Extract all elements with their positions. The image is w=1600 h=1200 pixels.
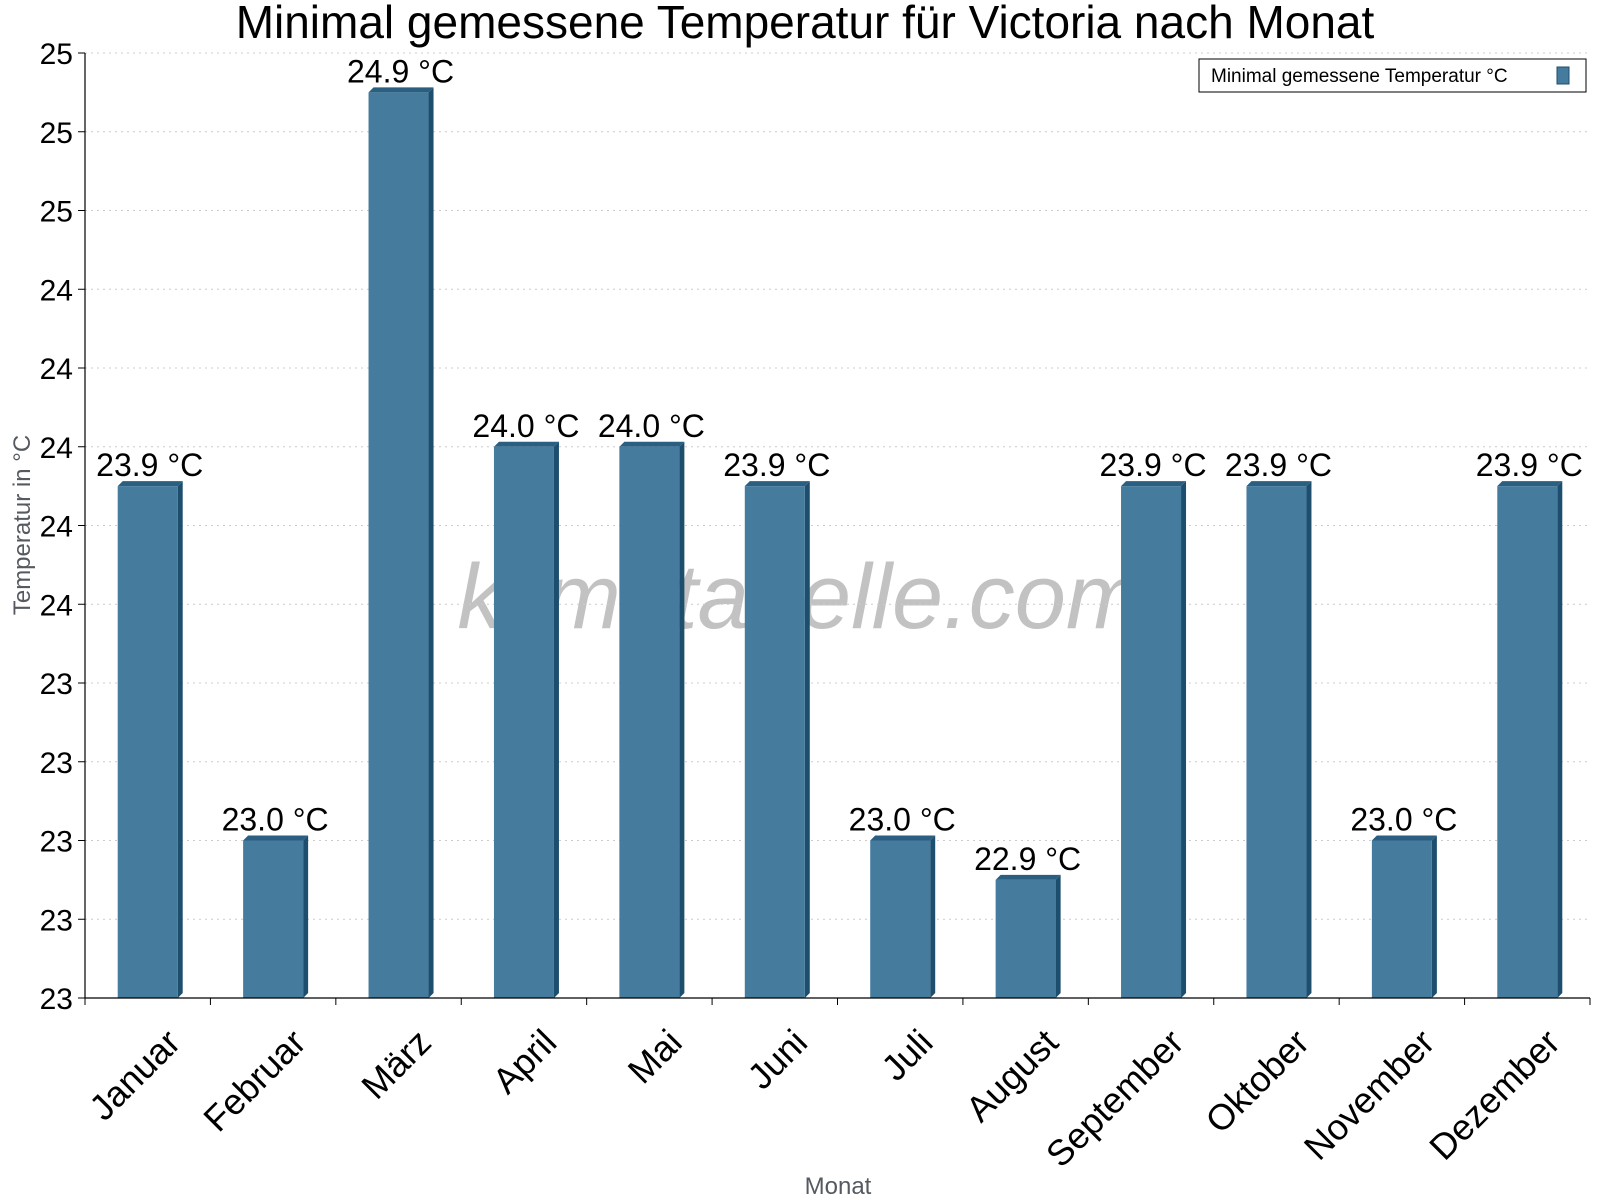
bar-side xyxy=(428,87,434,998)
legend: Minimal gemessene Temperatur °C xyxy=(1198,58,1587,93)
y-tick-label: 23 xyxy=(40,668,73,701)
bar-face xyxy=(368,92,429,998)
bar-side xyxy=(679,441,685,998)
x-tick-label: Januar xyxy=(81,1021,188,1128)
bar-top xyxy=(368,87,434,93)
y-tick-label: 23 xyxy=(40,983,73,1016)
chart-title: Minimal gemessene Temperatur für Victori… xyxy=(236,0,1375,48)
y-tick-label: 25 xyxy=(40,38,73,71)
y-tick-label: 24 xyxy=(40,432,73,465)
x-tick-label: September xyxy=(1038,1021,1192,1175)
bar-face xyxy=(744,486,805,998)
x-tick-label: April xyxy=(484,1021,564,1101)
bar-side xyxy=(303,835,309,998)
data-label: 23.9 °C xyxy=(96,447,203,483)
bar-top xyxy=(117,481,183,487)
y-tick-label: 23 xyxy=(40,826,73,859)
bar-mai xyxy=(619,441,685,998)
x-tick-label: Februar xyxy=(195,1021,313,1139)
bar-side xyxy=(804,481,810,998)
data-label: 24.9 °C xyxy=(347,53,454,89)
legend-swatch xyxy=(1556,66,1570,85)
y-tick-label: 24 xyxy=(40,511,73,544)
bar-märz xyxy=(368,87,434,998)
bars xyxy=(117,87,1563,998)
y-tick-label: 23 xyxy=(40,747,73,780)
bar-april xyxy=(493,441,559,998)
legend-label: Minimal gemessene Temperatur °C xyxy=(1211,66,1508,87)
data-label: 23.0 °C xyxy=(1350,802,1457,838)
bar-top xyxy=(744,481,810,487)
data-label: 24.0 °C xyxy=(472,408,579,444)
bar-face xyxy=(493,446,554,998)
y-tick-label: 25 xyxy=(40,117,73,150)
data-label: 23.9 °C xyxy=(1225,447,1332,483)
x-tick-label: Dezember xyxy=(1421,1021,1567,1167)
y-tick-label: 24 xyxy=(40,353,73,386)
x-tick-label: November xyxy=(1296,1021,1442,1167)
bar-face xyxy=(1121,486,1182,998)
bar-face xyxy=(870,840,931,998)
bar-august xyxy=(995,874,1061,998)
y-tick-labels: 23 23 23 23 23 24 24 24 24 24 25 25 25 xyxy=(40,38,85,1016)
x-tick-labels: Januar Februar März April Mai Juni Juli AugustS… xyxy=(81,998,1591,1175)
bar-face xyxy=(117,486,178,998)
data-label: 23.9 °C xyxy=(1100,447,1207,483)
data-label: 22.9 °C xyxy=(974,841,1081,877)
grid-lines xyxy=(85,52,1590,920)
bar-side xyxy=(1181,481,1187,998)
bar-side xyxy=(1306,481,1312,998)
bar-top xyxy=(870,835,936,841)
bar-top xyxy=(243,835,309,841)
y-axis-label: Temperatur in °C xyxy=(9,435,36,615)
bar-face xyxy=(995,879,1056,998)
bar-november xyxy=(1371,835,1437,998)
x-tick-label: Juli xyxy=(873,1021,940,1088)
bar-top xyxy=(1497,481,1563,487)
bar-juni xyxy=(744,481,810,998)
x-tick-label: März xyxy=(353,1021,439,1107)
bar-side xyxy=(553,441,559,998)
bar-top xyxy=(1371,835,1437,841)
bar-face xyxy=(619,446,680,998)
bar-top xyxy=(619,441,685,447)
bar-top xyxy=(493,441,559,447)
y-tick-label: 24 xyxy=(40,589,73,622)
bar-top xyxy=(995,874,1061,880)
bar-top xyxy=(1246,481,1312,487)
bar-face xyxy=(1497,486,1558,998)
x-tick-label: Juni xyxy=(739,1021,815,1097)
data-label: 23.0 °C xyxy=(849,802,956,838)
data-labels: 23.9 °C 23.0 °C 24.9 °C 24.0 °C 24.0 °C 23.9 … xyxy=(96,53,1583,877)
y-tick-label: 24 xyxy=(40,274,73,307)
data-label: 23.9 °C xyxy=(1476,447,1583,483)
bar-top xyxy=(1121,481,1187,487)
x-axis-label: Monat xyxy=(805,1173,872,1200)
data-label: 24.0 °C xyxy=(598,408,705,444)
bar-juli xyxy=(870,835,936,998)
y-tick-label: 25 xyxy=(40,196,73,229)
bar-face xyxy=(243,840,304,998)
bar-side xyxy=(1557,481,1563,998)
y-tick-label: 23 xyxy=(40,904,73,937)
bar-oktober xyxy=(1246,481,1312,998)
bar-september xyxy=(1121,481,1187,998)
bar-februar xyxy=(243,835,309,998)
bar-face xyxy=(1246,486,1307,998)
legend-box xyxy=(1198,58,1587,93)
x-tick-label: Mai xyxy=(620,1021,690,1091)
bar-face xyxy=(1371,840,1432,998)
bar-side xyxy=(177,481,183,998)
x-tick-label: August xyxy=(958,1021,1066,1129)
data-label: 23.0 °C xyxy=(222,802,329,838)
bar-side xyxy=(1055,874,1061,998)
bar-side xyxy=(930,835,936,998)
bar-side xyxy=(1431,835,1437,998)
bar-januar xyxy=(117,481,183,998)
x-tick-label: Oktober xyxy=(1197,1021,1317,1141)
bar-dezember xyxy=(1497,481,1563,998)
data-label: 23.9 °C xyxy=(723,447,830,483)
